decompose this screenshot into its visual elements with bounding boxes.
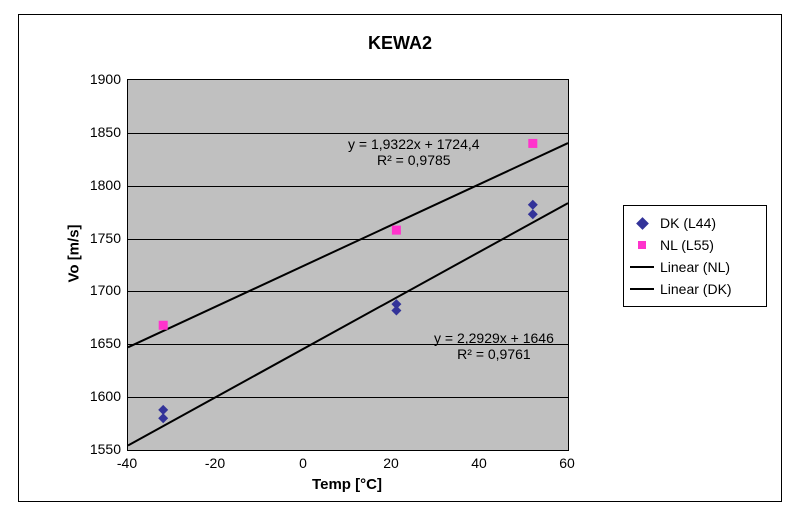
gridline-h <box>128 186 568 187</box>
legend-swatch <box>630 238 654 252</box>
gridline-h <box>128 239 568 240</box>
x-axis-label: Temp [°C] <box>127 476 567 493</box>
legend-item: Linear (NL) <box>630 256 760 278</box>
y-tick-label: 1900 <box>75 71 121 87</box>
chart-frame: KEWA2 Vo [m/s] y = 1,9322x + 1724,4R² = … <box>18 14 782 502</box>
x-tick-label: -20 <box>205 455 225 471</box>
legend-item: DK (L44) <box>630 212 760 234</box>
legend-label: Linear (DK) <box>660 281 732 297</box>
y-tick-label: 1700 <box>75 282 121 298</box>
y-tick-label: 1600 <box>75 388 121 404</box>
gridline-h <box>128 133 568 134</box>
y-tick-label: 1550 <box>75 441 121 457</box>
legend-label: Linear (NL) <box>660 259 730 275</box>
legend-item: Linear (DK) <box>630 278 760 300</box>
regression-annotation: y = 1,9322x + 1724,4R² = 0,9785 <box>348 136 480 168</box>
chart-title: KEWA2 <box>19 33 781 54</box>
y-tick-label: 1650 <box>75 335 121 351</box>
legend-swatch <box>630 216 654 230</box>
legend-label: DK (L44) <box>660 215 716 231</box>
legend: DK (L44) NL (L55) Linear (NL) Linear (DK) <box>623 205 767 307</box>
x-tick-label: 0 <box>299 455 307 471</box>
x-tick-label: 40 <box>471 455 487 471</box>
y-tick-label: 1750 <box>75 230 121 246</box>
y-tick-label: 1800 <box>75 177 121 193</box>
gridline-h <box>128 397 568 398</box>
y-tick-label: 1850 <box>75 124 121 140</box>
legend-swatch <box>630 282 654 296</box>
regression-annotation: y = 2,2929x + 1646R² = 0,9761 <box>434 330 554 362</box>
plot-area: y = 1,9322x + 1724,4R² = 0,9785 y = 2,292… <box>127 79 569 451</box>
legend-swatch <box>630 260 654 274</box>
legend-label: NL (L55) <box>660 237 714 253</box>
x-tick-label: 60 <box>559 455 575 471</box>
legend-item: NL (L55) <box>630 234 760 256</box>
gridline-h <box>128 291 568 292</box>
x-tick-label: -40 <box>117 455 137 471</box>
x-tick-label: 20 <box>383 455 399 471</box>
